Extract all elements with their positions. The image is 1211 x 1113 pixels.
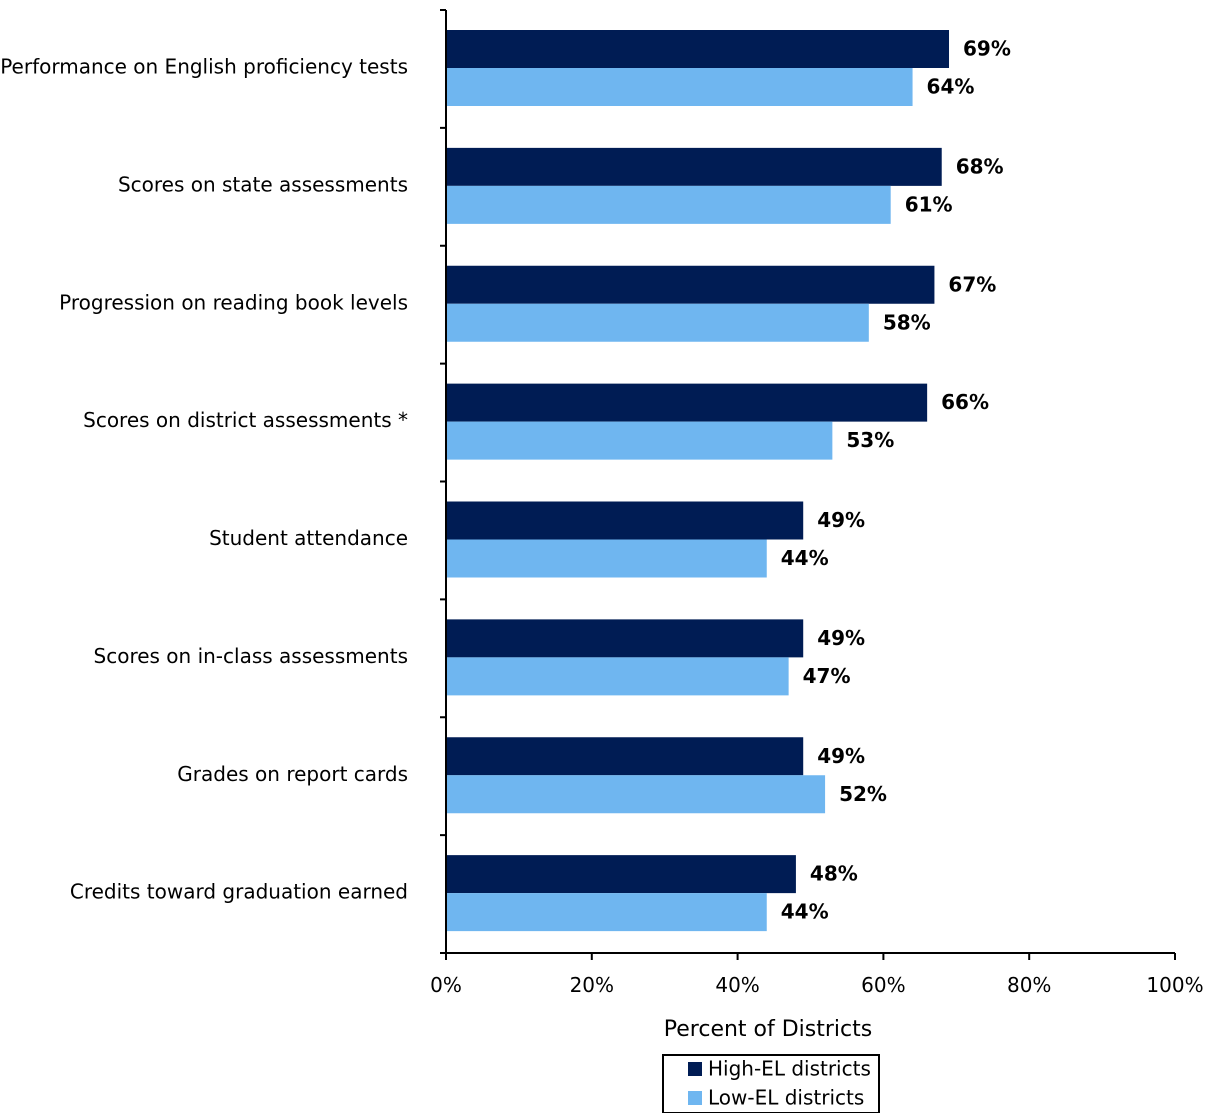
low-el-value-label: 53% — [846, 428, 894, 452]
x-tick-labels-layer: 0% 20% 40% 60% 80% 100% — [430, 973, 1203, 997]
high-el-value-label: 49% — [817, 626, 865, 650]
category-labels-layer: Performance on English proficiency tests… — [0, 55, 408, 904]
category-label: Scores on district assessments * — [83, 408, 408, 432]
legend-label-low-el: Low-EL districts — [708, 1086, 864, 1110]
low-el-bar — [447, 775, 826, 814]
low-el-value-label: 64% — [927, 75, 975, 99]
x-tick-label: 100% — [1146, 973, 1203, 997]
low-el-bar — [447, 185, 891, 224]
low-el-value-label: 61% — [905, 192, 953, 216]
category-label: Scores on in-class assessments — [94, 644, 408, 668]
high-el-bar — [447, 30, 950, 68]
low-el-bar — [447, 893, 767, 932]
axes-layer — [440, 9, 1176, 960]
x-axis-title: Percent of Districts — [664, 1017, 872, 1042]
low-el-bar — [447, 421, 833, 460]
low-el-value-label: 58% — [883, 310, 931, 334]
category-label: Credits toward graduation earned — [70, 880, 408, 904]
bars-layer — [447, 30, 950, 932]
category-label: Scores on state assessments — [118, 172, 408, 196]
high-el-bar — [447, 265, 935, 304]
legend: High-EL districts Low-EL districts — [662, 1054, 880, 1113]
category-label: Grades on report cards — [177, 762, 408, 786]
x-tick-label: 20% — [570, 973, 614, 997]
value-labels-layer: 69% 64% 68%61% 67% 58% 66% 53% 49% 44% 49% 47% 49% 5… — [781, 37, 1011, 924]
high-el-value-label: 49% — [817, 508, 865, 532]
low-el-bar — [447, 539, 767, 578]
legend-swatch-low-el — [688, 1091, 702, 1105]
low-el-bar — [447, 303, 869, 342]
x-tick-label: 60% — [861, 973, 905, 997]
low-el-bar — [447, 68, 913, 106]
category-label: Student attendance — [209, 526, 408, 550]
low-el-value-label: 47% — [803, 664, 851, 688]
low-el-value-label: 52% — [839, 782, 887, 806]
x-tick-label: 80% — [1007, 973, 1051, 997]
high-el-value-label: 49% — [817, 744, 865, 768]
high-el-bar — [447, 147, 942, 186]
high-el-bar — [447, 501, 804, 540]
high-el-value-label: 48% — [810, 862, 858, 886]
low-el-bar — [447, 657, 789, 696]
high-el-value-label: 69% — [963, 37, 1011, 61]
x-tick-label: 40% — [715, 973, 759, 997]
high-el-value-label: 68% — [956, 154, 1004, 178]
legend-swatch-high-el — [688, 1062, 702, 1076]
legend-label-high-el: High-EL districts — [708, 1057, 871, 1081]
high-el-value-label: 67% — [948, 272, 996, 296]
high-el-bar — [447, 855, 796, 894]
low-el-value-label: 44% — [781, 546, 829, 570]
high-el-bar — [447, 619, 804, 658]
high-el-value-label: 66% — [941, 390, 989, 414]
low-el-value-label: 44% — [781, 900, 829, 924]
category-label: Progression on reading book levels — [59, 290, 408, 314]
high-el-bar — [447, 383, 928, 422]
high-el-bar — [447, 737, 804, 776]
x-tick-label: 0% — [430, 973, 462, 997]
category-label: Performance on English proficiency tests — [0, 55, 408, 79]
